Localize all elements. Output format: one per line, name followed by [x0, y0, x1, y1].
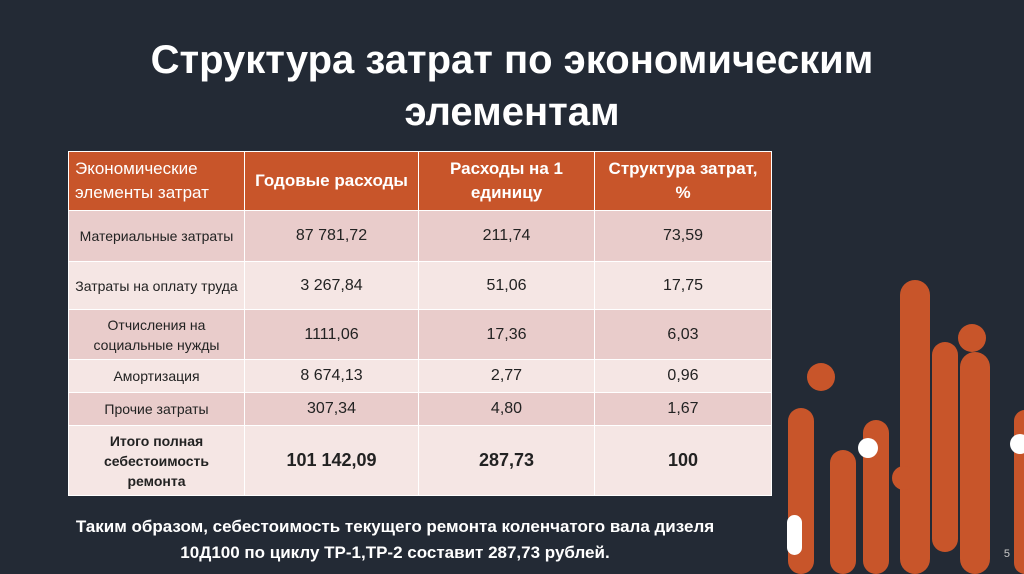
cell-per-unit: 17,36 — [418, 309, 595, 360]
decorative-pills-graphic — [787, 280, 1024, 574]
cell-annual: 1111,06 — [244, 309, 419, 360]
cell-element: Прочие затраты — [68, 392, 245, 426]
table-row: Затраты на оплату труда 3 267,84 51,06 1… — [68, 261, 772, 310]
cell-per-unit: 51,06 — [418, 261, 595, 310]
cell-element: Затраты на оплату труда — [68, 261, 245, 310]
cell-share: 0,96 — [594, 359, 772, 393]
cell-annual: 87 781,72 — [244, 210, 419, 262]
decor-pill — [932, 342, 958, 552]
cell-annual: 307,34 — [244, 392, 419, 426]
decor-dot — [1010, 434, 1024, 454]
conclusion-text: Таким образом, себестоимость текущего ре… — [0, 514, 790, 566]
decor-dot — [858, 438, 878, 458]
cell-per-unit: 2,77 — [418, 359, 595, 393]
cell-per-unit: 4,80 — [418, 392, 595, 426]
cell-annual: 8 674,13 — [244, 359, 419, 393]
cell-share: 73,59 — [594, 210, 772, 262]
cell-total-per-unit: 287,73 — [418, 425, 595, 496]
cell-element: Материальные затраты — [68, 210, 245, 262]
decor-pill — [863, 420, 889, 574]
header-economic-elements: Экономические элементы затрат — [68, 151, 245, 211]
decor-dot — [958, 324, 986, 352]
cell-share: 6,03 — [594, 309, 772, 360]
cell-total-label: Итого полная себестоимость ремонта — [68, 425, 245, 496]
page-number: 5 — [1003, 548, 1010, 560]
cell-share: 1,67 — [594, 392, 772, 426]
table-row: Материальные затраты 87 781,72 211,74 73… — [68, 210, 772, 262]
decor-dot — [892, 466, 916, 490]
decor-pill — [830, 450, 856, 574]
header-per-unit-costs: Расходы на 1 единицу — [418, 151, 595, 211]
slide-title: Структура затрат по экономическим элемен… — [0, 34, 1024, 138]
decor-dot — [807, 363, 835, 391]
table-total-row: Итого полная себестоимость ремонта 101 1… — [68, 425, 772, 496]
decor-pill — [900, 280, 930, 574]
cell-total-share: 100 — [594, 425, 772, 496]
header-annual-costs: Годовые расходы — [244, 151, 419, 211]
conclusion-line-1: Таким образом, себестоимость текущего ре… — [75, 517, 715, 536]
cell-element: Амортизация — [68, 359, 245, 393]
header-cost-structure: Структура затрат, % — [594, 151, 772, 211]
table-row: Прочие затраты 307,34 4,80 1,67 — [68, 392, 772, 426]
decor-pill — [960, 352, 990, 574]
cell-element: Отчисления на социальные нужды — [68, 309, 245, 360]
slide-title-line-2: элементам — [404, 90, 620, 134]
table-row: Отчисления на социальные нужды 1111,06 1… — [68, 309, 772, 360]
cell-per-unit: 211,74 — [418, 210, 595, 262]
table-row: Амортизация 8 674,13 2,77 0,96 — [68, 359, 772, 393]
cell-annual: 3 267,84 — [244, 261, 419, 310]
conclusion-line-2: 10Д100 по циклу ТР-1,ТР-2 составит 287,7… — [180, 543, 610, 562]
cost-structure-table: Экономические элементы затрат Годовые ра… — [68, 151, 772, 496]
table-header-row: Экономические элементы затрат Годовые ра… — [68, 151, 772, 211]
cell-total-annual: 101 142,09 — [244, 425, 419, 496]
decor-white-pill — [787, 515, 802, 555]
cell-share: 17,75 — [594, 261, 772, 310]
slide-title-line-1: Структура затрат по экономическим — [150, 38, 874, 82]
